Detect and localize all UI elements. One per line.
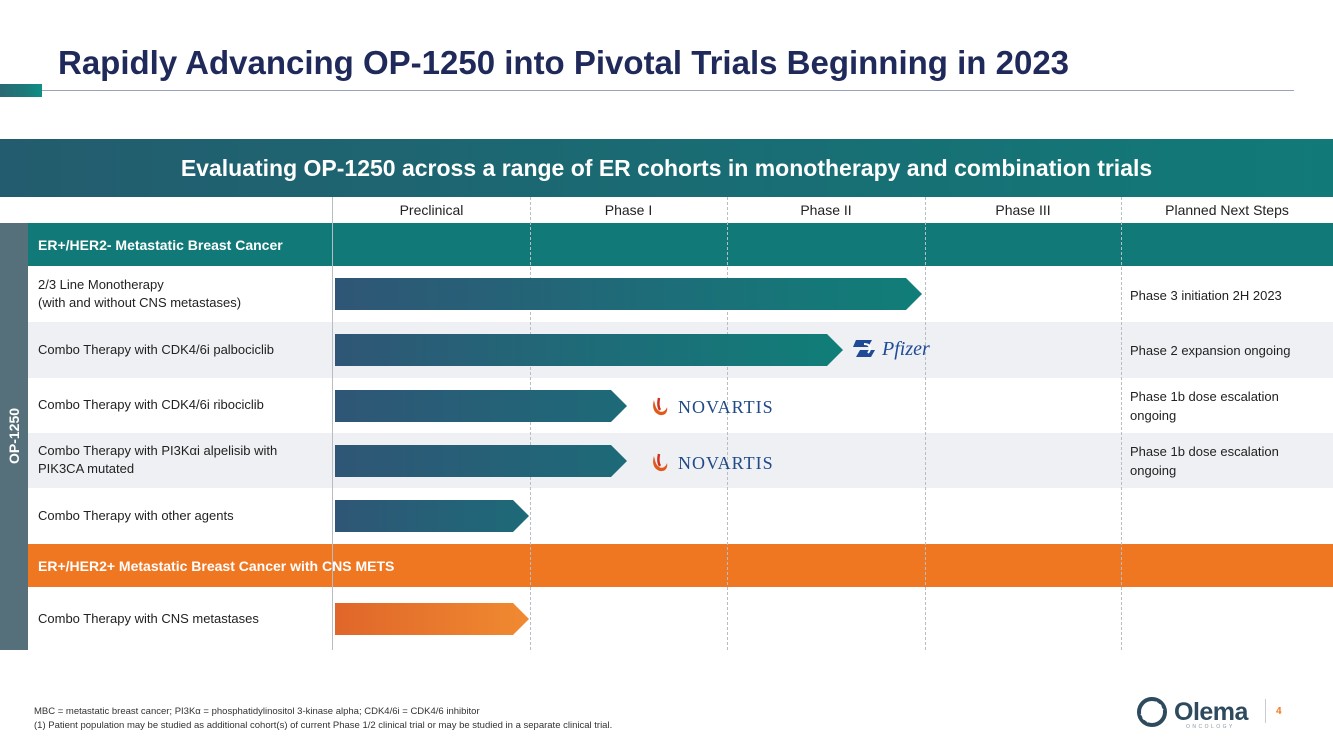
- grid-line: [530, 197, 531, 650]
- row-label-alpelisib: Combo Therapy with PI3Kαi alpelisib with…: [38, 442, 277, 478]
- slide-title: Rapidly Advancing OP-1250 into Pivotal T…: [58, 44, 1070, 81]
- novartis-wordmark: NOVARTIS: [678, 396, 774, 417]
- next-step-line: Phase 1b dose escalation: [1130, 444, 1279, 459]
- progress-bar-alpelisib: [335, 445, 627, 477]
- novartis-logo: NOVARTIS: [650, 452, 774, 474]
- program-label: OP-1250: [6, 407, 22, 465]
- progress-bar-monotherapy: [335, 278, 922, 310]
- novartis-flame-icon: [653, 397, 668, 416]
- olema-wordmark: Olema: [1174, 697, 1248, 726]
- pfizer-wordmark: Pfizer: [882, 337, 930, 360]
- grid-line: [1121, 197, 1122, 650]
- progress-bar-cns-metastases: [335, 603, 529, 635]
- row-label-cns-metastases: Combo Therapy with CNS metastases: [38, 611, 259, 626]
- row-label-ribociclib: Combo Therapy with CDK4/6i ribociclib: [38, 397, 264, 412]
- pfizer-icon: [853, 340, 875, 357]
- page-number: 4: [1276, 706, 1282, 717]
- novartis-wordmark: NOVARTIS: [678, 452, 774, 473]
- novartis-flame-icon: [653, 453, 668, 472]
- category-label: ER+/HER2+ Metastatic Breast Cancer with …: [38, 557, 395, 574]
- row-label-monotherapy: 2/3 Line Monotherapy (with and without C…: [38, 276, 241, 312]
- row-label-line: 2/3 Line Monotherapy: [38, 277, 164, 292]
- page-number-divider: [1265, 699, 1266, 723]
- title-divider: [42, 90, 1294, 91]
- olema-tagline: ONCOLOGY: [1186, 724, 1235, 730]
- program-sidebar: [0, 223, 28, 650]
- pfizer-logo: Pfizer: [850, 336, 930, 362]
- phase-header-next-steps: Planned Next Steps: [1165, 202, 1289, 218]
- table-row: [28, 433, 1333, 488]
- footnote-1: (1) Patient population may be studied as…: [34, 720, 613, 731]
- progress-bar-other-agents: [335, 500, 529, 532]
- next-step-line: ongoing: [1130, 463, 1177, 478]
- row-label-line: (with and without CNS metastases): [38, 295, 242, 310]
- grid-line: [925, 197, 926, 650]
- footnote-abbreviations: MBC = metastatic breast cancer; PI3Kα = …: [34, 706, 480, 717]
- next-step-line: ongoing: [1130, 408, 1177, 423]
- grid-line: [332, 197, 333, 650]
- phase-header-phase-1: Phase I: [604, 202, 653, 218]
- row-label-line: PIK3CA mutated: [38, 461, 135, 476]
- next-step-palbociclib: Phase 2 expansion ongoing: [1130, 343, 1291, 358]
- olema-mark-icon: [1137, 697, 1167, 727]
- progress-bar-palbociclib: [335, 334, 843, 366]
- phase-header-phase-3: Phase III: [995, 202, 1051, 218]
- row-label-palbociclib: Combo Therapy with CDK4/6i palbociclib: [38, 342, 275, 357]
- category-er-her2-negative: ER+/HER2- Metastatic Breast Cancer: [28, 223, 1333, 266]
- next-step-monotherapy: Phase 3 initiation 2H 2023: [1130, 288, 1282, 303]
- row-label-other-agents: Combo Therapy with other agents: [38, 508, 234, 523]
- next-step-ribociclib: Phase 1b dose escalation ongoing: [1130, 387, 1279, 425]
- phase-header-phase-2: Phase II: [800, 202, 852, 218]
- progress-bar-ribociclib: [335, 390, 627, 422]
- olema-logo: Olema: [1136, 697, 1248, 727]
- row-label-line: Combo Therapy with PI3Kαi alpelisib with: [38, 443, 278, 458]
- title-accent-bar: [0, 84, 42, 97]
- category-er-her2-positive-cns: ER+/HER2+ Metastatic Breast Cancer with …: [28, 544, 1333, 587]
- phase-header-preclinical: Preclinical: [399, 202, 464, 218]
- banner: Evaluating OP-1250 across a range of ER …: [0, 139, 1333, 197]
- next-step-alpelisib: Phase 1b dose escalation ongoing: [1130, 442, 1279, 480]
- next-step-line: Phase 1b dose escalation: [1130, 389, 1279, 404]
- grid-line: [727, 197, 728, 650]
- category-label: ER+/HER2- Metastatic Breast Cancer: [38, 236, 283, 253]
- novartis-logo: NOVARTIS: [650, 396, 774, 418]
